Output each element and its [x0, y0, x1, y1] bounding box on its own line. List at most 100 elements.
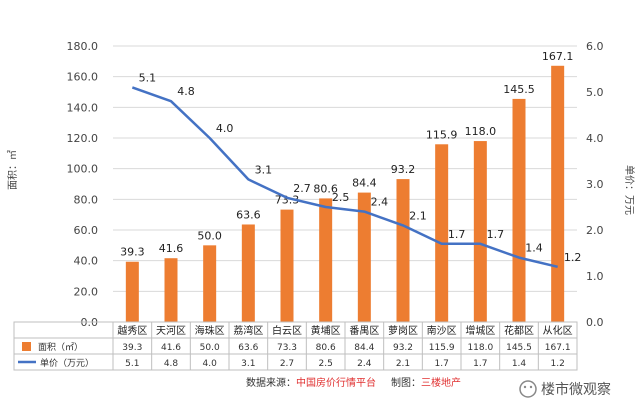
- bar-value-label: 84.4: [352, 177, 377, 190]
- bar: [241, 224, 255, 322]
- table-area-value: 63.6: [238, 343, 258, 353]
- watermark: 楼市微观察: [519, 380, 611, 398]
- right-axis-title: 单价：万元: [623, 165, 635, 215]
- line-labels: 5.1 4.8 4.0 3.1 2.7 2.5 2.4 2.1 1.7 1.7 1.4 1.2: [139, 71, 582, 263]
- table-area-value: 167.1: [545, 343, 571, 353]
- bar-value-label: 50.0: [197, 229, 222, 242]
- source-prefix: 数据来源：: [246, 376, 296, 389]
- left-tick-label: 160.0: [67, 71, 99, 84]
- table-price-value: 2.7: [280, 359, 294, 369]
- bar: [203, 245, 217, 322]
- table-area-value: 145.5: [506, 343, 532, 353]
- category-label: 萝岗区: [388, 325, 418, 337]
- line-value-label: 3.1: [255, 163, 273, 176]
- category-label: 南沙区: [427, 324, 457, 337]
- bar-value-label: 93.2: [391, 163, 416, 176]
- left-axis-title: 面积：㎡: [7, 150, 19, 190]
- table-price-value: 3.1: [241, 359, 255, 369]
- wechat-icon: [519, 380, 537, 398]
- line-value-label: 4.0: [216, 122, 234, 135]
- table-price-value: 2.4: [357, 359, 372, 369]
- table-area-value: 50.0: [200, 343, 220, 353]
- bar-labels: 39.3 41.6 50.0 63.6 73.3 80.6 84.4 93.2 115.9 118…: [120, 50, 573, 259]
- bar-value-label: 39.3: [120, 246, 145, 259]
- line-value-label: 2.4: [371, 196, 389, 209]
- line-value-label: 1.7: [487, 228, 505, 241]
- line-value-label: 5.1: [139, 71, 157, 84]
- table-area-value: 80.6: [316, 343, 336, 353]
- right-tick-label: 1.0: [586, 270, 604, 283]
- bar: [164, 258, 178, 322]
- left-tick-label: 100.0: [67, 163, 99, 176]
- category-label: 荔湾区: [233, 324, 263, 337]
- table-price-value: 2.1: [396, 359, 410, 369]
- table-price-value: 4.0: [203, 359, 218, 369]
- category-label: 花都区: [504, 324, 534, 337]
- left-axis-ticks: 0.020.040.060.080.0100.0120.0140.0160.01…: [67, 40, 99, 329]
- bars: [125, 65, 565, 323]
- table-area-value: 115.9: [429, 343, 455, 353]
- left-tick-label: 140.0: [67, 101, 99, 114]
- table-area-value: 84.4: [354, 343, 374, 353]
- bar: [280, 209, 294, 322]
- legend-bar-label: 面积（㎡）: [38, 341, 83, 353]
- bar: [319, 198, 333, 322]
- category-label: 从化区: [543, 324, 573, 337]
- left-tick-label: 20.0: [74, 285, 99, 298]
- table-price-value: 1.4: [512, 359, 527, 369]
- grid: [113, 45, 577, 323]
- category-label: 增城区: [465, 324, 495, 337]
- table-price-value: 1.2: [551, 359, 565, 369]
- right-tick-label: 4.0: [586, 132, 604, 145]
- maker-prefix: 制图：: [391, 376, 421, 389]
- bar: [473, 141, 487, 322]
- category-label: 天河区: [156, 325, 186, 337]
- table-price-value: 1.7: [435, 359, 449, 369]
- line-value-label: 1.4: [525, 242, 543, 255]
- watermark-text: 楼市微观察: [541, 381, 611, 398]
- line-value-label: 2.5: [332, 191, 350, 204]
- left-tick-label: 80.0: [74, 193, 99, 206]
- bar: [512, 98, 526, 323]
- category-label: 番禺区: [349, 325, 379, 337]
- table-price-value: 1.7: [473, 359, 487, 369]
- bar-value-label: 145.5: [503, 83, 535, 96]
- left-tick-label: 120.0: [67, 132, 99, 145]
- bar-value-label: 63.6: [236, 208, 261, 221]
- source-name: 中国房价行情平台: [296, 376, 376, 389]
- left-tick-label: 180.0: [67, 40, 99, 53]
- table-area-value: 39.3: [122, 343, 142, 353]
- line-value-label: 2.1: [409, 209, 427, 222]
- bar: [435, 144, 449, 322]
- right-tick-label: 5.0: [586, 86, 604, 99]
- bar-value-label: 167.1: [542, 50, 574, 63]
- right-tick-label: 6.0: [586, 40, 604, 53]
- bar-value-label: 41.6: [159, 242, 184, 255]
- category-label: 海珠区: [195, 324, 225, 337]
- table-area-value: 73.3: [277, 343, 297, 353]
- line-value-label: 2.7: [293, 182, 311, 195]
- category-label: 黄埔区: [311, 324, 341, 337]
- legend-line-label: 单价（万元）: [40, 357, 94, 369]
- bar: [125, 261, 139, 322]
- left-tick-label: 40.0: [74, 255, 99, 268]
- right-tick-label: 2.0: [586, 224, 604, 237]
- right-axis-ticks: 0.0 1.0 2.0 3.0 4.0 5.0 6.0: [586, 40, 604, 329]
- left-tick-label: 60.0: [74, 224, 99, 237]
- table-price-value: 4.8: [164, 359, 179, 369]
- right-tick-label: 3.0: [586, 178, 604, 191]
- bar-value-label: 115.9: [426, 128, 458, 141]
- category-label: 白云区: [272, 324, 302, 337]
- category-label: 越秀区: [117, 324, 147, 337]
- table-area-value: 118.0: [467, 343, 493, 353]
- bar-value-label: 118.0: [465, 125, 497, 138]
- table-price-value: 5.1: [125, 359, 139, 369]
- bar: [396, 179, 410, 322]
- bar-value-label: 80.6: [313, 182, 338, 195]
- table-area-value: 41.6: [161, 343, 181, 353]
- bar: [357, 192, 371, 322]
- legend-bar-swatch: [22, 342, 31, 351]
- maker-name: 三楼地产: [421, 376, 461, 389]
